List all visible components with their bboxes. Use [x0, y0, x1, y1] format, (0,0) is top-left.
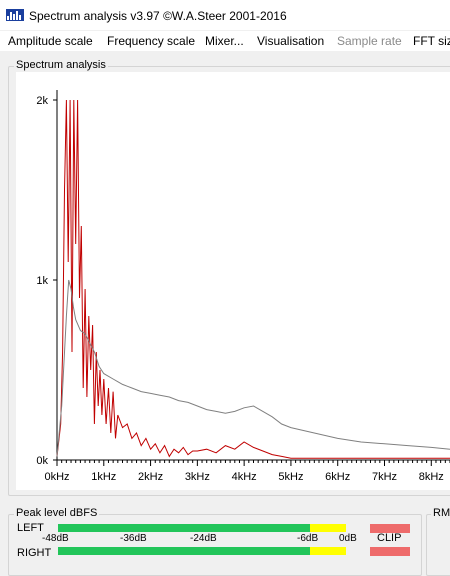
rms-group-label: RM	[431, 507, 450, 519]
y-tick-label: 0k	[36, 455, 48, 467]
scale-minus48: -48dB	[42, 533, 69, 544]
right-meter-yellow	[310, 547, 346, 555]
y-tick-label: 1k	[36, 275, 48, 287]
left-meter-yellow	[310, 524, 346, 532]
scale-0: 0dB	[339, 533, 357, 544]
menu-frequency-scale[interactable]: Frequency scale	[107, 34, 196, 48]
x-tick-label: 3kHz	[185, 471, 210, 483]
menu-sample-rate[interactable]: Sample rate	[337, 34, 402, 48]
x-tick-label: 5kHz	[278, 471, 303, 483]
scale-minus6: -6dB	[297, 533, 319, 544]
x-tick-label: 1kHz	[91, 471, 116, 483]
x-tick-label: 2kHz	[138, 471, 163, 483]
right-meter-green	[58, 547, 310, 555]
menu-fft-size[interactable]: FFT size	[413, 34, 450, 48]
right-channel-label: RIGHT	[17, 547, 52, 559]
spectrum-app-icon	[6, 9, 24, 21]
scale-minus36: -36dB	[120, 533, 147, 544]
peak-level-label: Peak level dBFS	[14, 507, 100, 519]
rms-group	[426, 514, 450, 576]
x-tick-label: 8kHz	[419, 471, 444, 483]
spectrum-group-label: Spectrum analysis	[14, 59, 108, 71]
y-tick-label: 2k	[36, 95, 48, 107]
x-tick-label: 4kHz	[232, 471, 257, 483]
x-tick-label: 7kHz	[372, 471, 397, 483]
spectrum-group	[8, 66, 450, 496]
menu-amplitude-scale[interactable]: Amplitude scale	[8, 34, 93, 48]
spectrum-chart: 2k 1k 0k 0kHz 1kHz 2kHz 3kHz 4kHz 5kHz 6kHz 7kHz 8k…	[36, 90, 450, 483]
series-line-0	[56, 99, 450, 459]
menu-bar: Amplitude scale Frequency scale Mixer...…	[0, 31, 450, 51]
title-bar: Spectrum analysis v3.97 ©W.A.Steer 2001-…	[0, 0, 450, 30]
left-channel-label: LEFT	[17, 522, 44, 534]
series-line-1	[56, 279, 450, 457]
clip-label: CLIP	[377, 532, 402, 544]
left-meter-green	[58, 524, 310, 532]
spectrum-plot-area: 2k 1k 0k 0kHz 1kHz 2kHz 3kHz 4kHz 5kHz 6kHz 7kHz 8k…	[16, 72, 450, 490]
clip-indicator-left[interactable]	[370, 524, 410, 533]
menu-mixer[interactable]: Mixer...	[205, 34, 244, 48]
x-tick-label: 0kHz	[44, 471, 69, 483]
scale-minus24: -24dB	[190, 533, 217, 544]
clip-indicator-right[interactable]	[370, 547, 410, 556]
menu-visualisation[interactable]: Visualisation	[257, 34, 325, 48]
window-title: Spectrum analysis v3.97 ©W.A.Steer 2001-…	[29, 9, 287, 23]
x-tick-label: 6kHz	[325, 471, 350, 483]
